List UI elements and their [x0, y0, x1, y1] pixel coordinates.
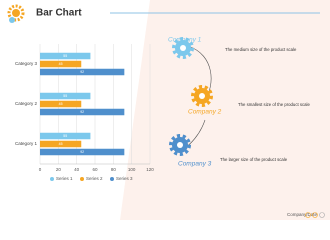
data-label: 45	[59, 102, 63, 106]
x-tick-label: 40	[74, 167, 80, 172]
legend-label: Series 3	[116, 176, 133, 181]
bar	[40, 140, 82, 148]
footer-dot	[305, 212, 311, 218]
data-label: 92	[80, 110, 84, 114]
company-description: The smallest size of the product scale	[238, 102, 310, 107]
background-shape	[120, 0, 330, 220]
legend-swatch	[50, 177, 54, 181]
x-tick-label: 120	[146, 167, 154, 172]
footer-dot	[319, 212, 325, 218]
gear-hole	[177, 142, 183, 148]
company-description: The medium size of the product scale	[225, 47, 297, 52]
bar	[40, 132, 91, 140]
legend-label: Series 1	[56, 176, 73, 181]
x-tick-label: 60	[92, 167, 98, 172]
data-label: 92	[80, 70, 84, 74]
bar	[40, 92, 91, 100]
legend-swatch	[110, 177, 114, 181]
y-tick-label: Category 2	[15, 101, 38, 106]
data-label: 55	[63, 134, 67, 138]
gear-hole	[180, 45, 186, 51]
bar	[40, 60, 82, 68]
x-tick-label: 100	[128, 167, 136, 172]
data-label: 55	[63, 94, 67, 98]
footer: Company/Date	[287, 212, 318, 217]
bar	[40, 68, 125, 76]
gear-hole	[199, 93, 205, 99]
legend-swatch	[80, 177, 84, 181]
footer-dot	[312, 212, 318, 218]
x-tick-label: 20	[56, 167, 62, 172]
y-tick-label: Category 1	[15, 141, 38, 146]
gear-teeth	[191, 85, 213, 107]
y-tick-label: Category 3	[15, 61, 38, 66]
legend-label: Series 2	[86, 176, 103, 181]
company-name: Company 1	[168, 37, 202, 44]
x-tick-label: 0	[39, 167, 42, 172]
bar	[40, 148, 125, 156]
x-tick-label: 80	[111, 167, 117, 172]
company-description: The larger size of the product scale	[220, 157, 288, 162]
company-name: Company 3	[178, 161, 212, 168]
logo	[7, 4, 25, 23]
slide: Bar Chart Company/Date 0 20 40 60 80 100 120 Ca…	[7, 0, 330, 220]
bar	[40, 52, 91, 60]
bar	[40, 100, 82, 108]
bar	[40, 108, 125, 116]
title: Bar Chart	[36, 8, 82, 19]
data-label: 45	[59, 142, 63, 146]
company-name: Company 2	[188, 109, 222, 116]
data-label: 55	[63, 54, 67, 58]
gear-teeth	[172, 37, 194, 59]
data-label: 45	[59, 62, 63, 66]
gear-teeth	[169, 134, 191, 156]
data-label: 92	[80, 150, 84, 154]
